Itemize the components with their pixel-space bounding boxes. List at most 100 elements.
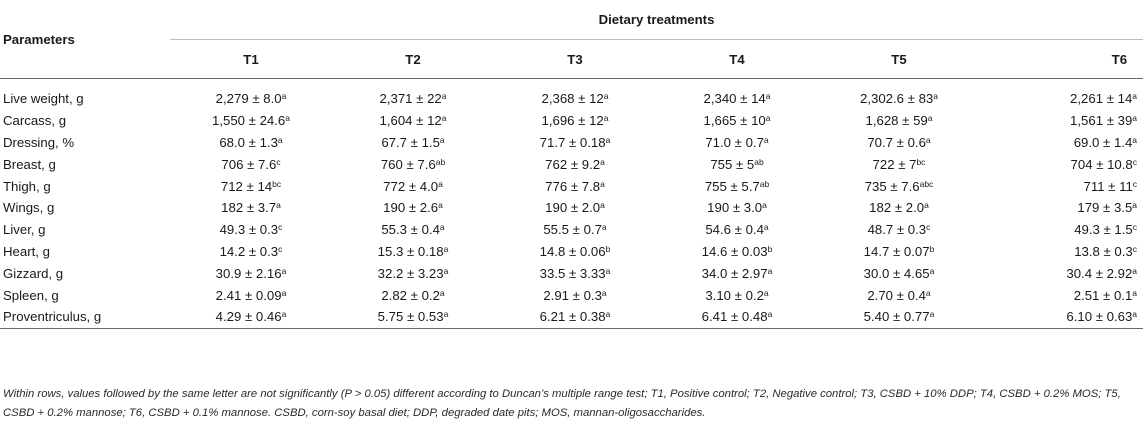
value-cell-t1: 2,279 ± 8.0a	[170, 88, 332, 110]
mean-sem-value: 55.5 ± 0.7	[543, 222, 602, 238]
value-cell-t4: 54.6 ± 0.4a	[656, 219, 818, 241]
table-row: Thigh, g 712 ± 14bc 772 ± 4.0a 776 ± 7.8a 75…	[0, 175, 1143, 197]
significance-letter: c	[926, 222, 931, 233]
significance-letter: a	[1132, 309, 1138, 320]
significance-letter: a	[441, 91, 447, 102]
value-cell-t5: 182 ± 2.0a	[818, 197, 980, 219]
mean-sem-value: 704 ± 10.8	[1070, 156, 1133, 172]
value-cell-t3: 2,368 ± 12a	[494, 88, 656, 110]
row-label: Wings, g	[3, 200, 55, 216]
row-label: Carcass, g	[3, 113, 67, 129]
mean-sem-value: 3.10 ± 0.2	[705, 287, 764, 303]
mean-sem-value: 5.75 ± 0.53	[377, 309, 444, 325]
mean-sem-value: 1,696 ± 12	[541, 113, 604, 129]
mean-sem-value: 2,279 ± 8.0	[215, 91, 282, 107]
mean-sem-value: 1,628 ± 59	[865, 113, 928, 129]
value-cell-t1: 68.0 ± 1.3a	[170, 132, 332, 154]
treatment-header-t2: T2	[332, 39, 494, 79]
mean-sem-value: 14.7 ± 0.07	[863, 243, 930, 259]
mean-sem-value: 69.0 ± 1.4	[1073, 134, 1133, 150]
mean-sem-value: 179 ± 3.5	[1077, 200, 1133, 216]
significance-letter: a	[605, 134, 611, 145]
mean-sem-value: 1,665 ± 10	[703, 113, 766, 129]
significance-letter: a	[600, 178, 605, 189]
treatment-header-t5: T5	[818, 39, 980, 79]
mean-sem-value: 4.29 ± 0.46	[215, 309, 282, 325]
value-cell-t1: 182 ± 3.7a	[170, 197, 332, 219]
significance-letter: c	[1132, 222, 1138, 233]
mean-sem-value: 48.7 ± 0.3	[867, 222, 927, 238]
mean-sem-value: 30.0 ± 4.65	[863, 265, 930, 281]
significance-letter: a	[1132, 91, 1138, 102]
value-cell-t5: 14.7 ± 0.07b	[818, 241, 980, 263]
value-cell-t3: 14.8 ± 0.06b	[494, 241, 656, 263]
value-cell-t6: 1,561 ± 39a	[980, 110, 1143, 132]
mean-sem-value: 2.41 ± 0.09	[215, 287, 282, 303]
significance-letter: a	[767, 309, 773, 320]
parameters-header: Parameters	[0, 0, 170, 79]
table-row: Liver, g 49.3 ± 0.3c 55.3 ± 0.4a 55.5 ± 0.7…	[0, 219, 1143, 241]
value-cell-t2: 32.2 ± 3.23a	[332, 262, 494, 284]
value-cell-t3: 55.5 ± 0.7a	[494, 219, 656, 241]
mean-sem-value: 49.3 ± 0.3	[219, 222, 279, 238]
value-cell-t2: 2.82 ± 0.2a	[332, 284, 494, 306]
significance-letter: a	[929, 309, 935, 320]
value-cell-t4: 6.41 ± 0.48a	[656, 305, 818, 329]
value-cell-t3: 71.7 ± 0.18a	[494, 132, 656, 154]
significance-letter: a	[603, 91, 609, 102]
significance-letter: a	[281, 309, 287, 320]
value-cell-t5: 1,628 ± 59a	[818, 110, 980, 132]
significance-letter: a	[277, 134, 283, 145]
value-cell-t2: 55.3 ± 0.4a	[332, 219, 494, 241]
mean-sem-value: 2,340 ± 14	[703, 91, 766, 107]
significance-letter: c	[1132, 178, 1138, 189]
table-row: Dressing, % 68.0 ± 1.3a 67.7 ± 1.5a 71.7 ± …	[0, 132, 1143, 154]
significance-letter: a	[443, 309, 449, 320]
row-label: Dressing, %	[3, 134, 75, 150]
significance-letter: a	[600, 200, 605, 211]
significance-letter: a	[439, 222, 445, 233]
significance-letter: a	[438, 200, 443, 211]
mean-sem-value: 34.0 ± 2.97	[701, 265, 768, 281]
mean-sem-value: 1,550 ± 24.6	[212, 113, 286, 129]
mean-sem-value: 755 ± 5	[710, 156, 755, 172]
significance-letter: ab	[759, 178, 770, 189]
mean-sem-value: 5.40 ± 0.77	[863, 309, 930, 325]
table-row: Gizzard, g 30.9 ± 2.16a 32.2 ± 3.23a 33.5 ±…	[0, 262, 1143, 284]
value-cell-t4: 755 ± 5.7ab	[656, 175, 818, 197]
mean-sem-value: 2.91 ± 0.3	[543, 287, 602, 303]
treatment-header-t1: T1	[170, 39, 332, 79]
value-cell-t1: 1,550 ± 24.6a	[170, 110, 332, 132]
results-table: Parameters Dietary treatments T1 T2 T3 T…	[0, 0, 1143, 329]
value-cell-t6: 2.51 ± 0.1a	[980, 284, 1143, 306]
value-cell-t3: 33.5 ± 3.33a	[494, 262, 656, 284]
mean-sem-value: 2,368 ± 12	[541, 91, 604, 107]
significance-letter: a	[600, 156, 605, 167]
mean-sem-value: 30.4 ± 2.92	[1066, 265, 1133, 281]
mean-sem-value: 711 ± 11	[1083, 178, 1133, 194]
significance-letter: a	[605, 309, 611, 320]
table-row: Heart, g 14.2 ± 0.3c 15.3 ± 0.18a 14.8 ± 0.…	[0, 241, 1143, 263]
significance-letter: a	[1132, 134, 1138, 145]
mean-sem-value: 722 ± 7	[872, 156, 917, 172]
significance-letter: ab	[754, 156, 764, 167]
value-cell-t6: 13.8 ± 0.3c	[980, 241, 1143, 263]
value-cell-t2: 760 ± 7.6ab	[332, 153, 494, 175]
significance-letter: c	[278, 243, 283, 254]
dietary-treatments-header: Dietary treatments	[170, 0, 1143, 40]
value-cell-t2: 190 ± 2.6a	[332, 197, 494, 219]
table-header: Parameters Dietary treatments T1 T2 T3 T…	[0, 0, 1143, 79]
mean-sem-value: 182 ± 3.7	[221, 200, 277, 216]
table-row: Live weight, g 2,279 ± 8.0a 2,371 ± 22a 2,3…	[0, 88, 1143, 110]
mean-sem-value: 762 ± 9.2	[545, 156, 601, 172]
mean-sem-value: 1,604 ± 12	[379, 113, 442, 129]
row-label: Heart, g	[3, 243, 50, 259]
significance-letter: a	[601, 222, 607, 233]
row-label: Live weight, g	[3, 91, 84, 107]
value-cell-t4: 190 ± 3.0a	[656, 197, 818, 219]
value-cell-t4: 1,665 ± 10a	[656, 110, 818, 132]
mean-sem-value: 6.21 ± 0.38	[539, 309, 606, 325]
value-cell-t3: 190 ± 2.0a	[494, 197, 656, 219]
treatment-header-t4: T4	[656, 39, 818, 79]
